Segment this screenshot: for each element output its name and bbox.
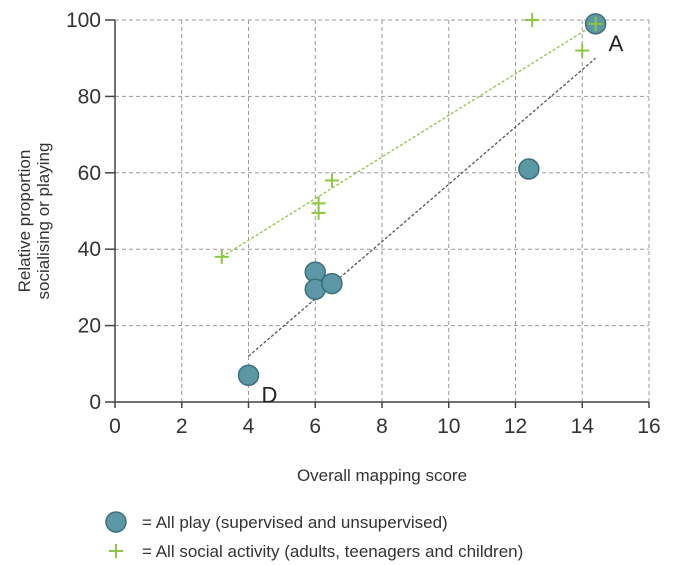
x-tick-label: 6 <box>309 415 321 438</box>
social-point <box>311 205 326 220</box>
trendlines <box>221 23 597 357</box>
x-tick-label: 10 <box>437 415 460 438</box>
legend-label-1: = All play (supervised and unsupervised) <box>142 513 448 532</box>
legend-marker-play <box>105 511 127 533</box>
point-label-a: A <box>609 31 624 56</box>
x-tick-label: 16 <box>637 415 660 438</box>
annotations: AD <box>262 31 624 407</box>
play-point <box>321 272 343 295</box>
x-tick-label: 12 <box>504 415 527 438</box>
x-tick-label: 2 <box>176 415 188 438</box>
tick-labels: 0 2 4 6 8 10 12 14 16 0 20 40 60 80 100 <box>66 9 661 438</box>
x-tick-label: 14 <box>571 415 595 438</box>
legend-marker-social <box>109 544 123 558</box>
social-point <box>214 249 229 264</box>
y-tick-label: 0 <box>89 391 101 414</box>
play-point <box>237 364 260 387</box>
social-point <box>588 16 603 31</box>
y-tick-label: 100 <box>66 9 101 32</box>
y-axis-title-line: socialising or playing <box>34 143 53 300</box>
social-point <box>324 173 339 188</box>
point-label-d: D <box>262 382 278 407</box>
y-axis-title: Relative proportionsocialising or playin… <box>15 143 53 300</box>
trendline-series-1 <box>248 57 597 357</box>
axes <box>105 19 650 408</box>
social-point <box>575 43 590 58</box>
y-tick-label: 80 <box>78 85 101 108</box>
y-tick-label: 40 <box>78 238 101 261</box>
play-point <box>518 158 540 180</box>
x-tick-label: 0 <box>109 415 121 438</box>
legend-item-1: = All play (supervised and unsupervised) <box>105 511 448 533</box>
y-tick-label: 60 <box>78 162 101 185</box>
legend-item-2: = All social activity (adults, teenagers… <box>109 542 523 561</box>
x-axis-title: Overall mapping score <box>297 466 467 485</box>
grid <box>115 19 650 402</box>
legend-label-2: = All social activity (adults, teenagers… <box>142 542 523 561</box>
trendline-series-2 <box>221 23 596 258</box>
x-tick-label: 8 <box>376 415 388 438</box>
x-tick-label: 4 <box>243 415 255 438</box>
legend: = All play (supervised and unsupervised)… <box>105 511 523 561</box>
social-point <box>525 13 540 27</box>
y-axis-title-line: Relative proportion <box>15 150 34 293</box>
y-tick-label: 20 <box>78 315 101 338</box>
data-points <box>214 13 607 387</box>
